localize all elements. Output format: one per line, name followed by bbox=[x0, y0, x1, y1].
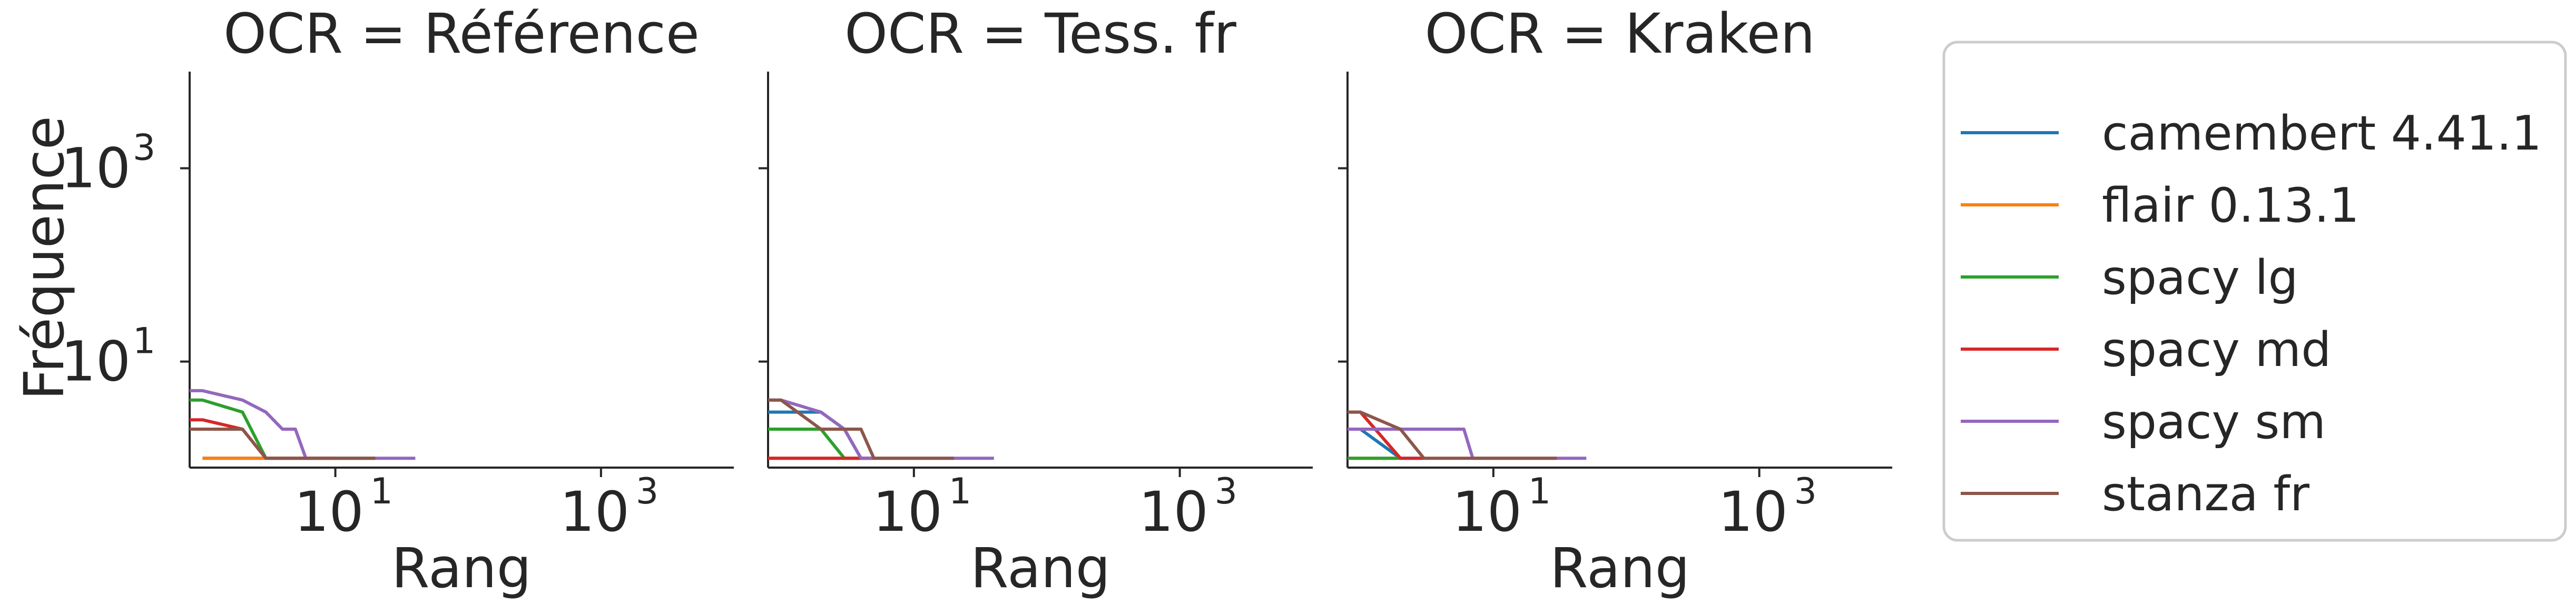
legend: camembert 4.41.1 flair 0.13.1 spacy lg spac… bbox=[1942, 41, 2567, 542]
legend-label: flair 0.13.1 bbox=[2102, 178, 2359, 233]
y-tick-exponent: 1 bbox=[133, 321, 155, 362]
x-axis-label: Rang bbox=[391, 536, 532, 600]
y-tick-label: 10 bbox=[61, 330, 131, 394]
series-line-stanza-fr bbox=[190, 428, 376, 460]
series-line-stanza-fr bbox=[768, 398, 954, 460]
x-tick-label: 10 bbox=[294, 480, 363, 544]
chart-panel-kraken: OCR = Kraken Rang 10 1 10 3 bbox=[1338, 2, 1892, 600]
series-line-spacy-md bbox=[1348, 410, 1424, 460]
chart-panel-reference: OCR = Référence Rang 10 110 110 310 3 bbox=[61, 2, 734, 600]
y-tick-label: 10 bbox=[61, 136, 131, 201]
series-line-spacy-sm bbox=[1348, 428, 1587, 460]
x-tick-exponent: 3 bbox=[1215, 471, 1237, 512]
legend-label: spacy md bbox=[2102, 322, 2331, 378]
x-tick-exponent: 1 bbox=[1528, 471, 1551, 512]
x-axis-label: Rang bbox=[970, 536, 1110, 600]
series-line-stanza-fr bbox=[1348, 410, 1557, 460]
x-tick-exponent: 1 bbox=[949, 471, 971, 512]
chart-panel-tess-fr: OCR = Tess. fr Rang 10 1 10 3 bbox=[759, 2, 1313, 600]
x-tick-exponent: 1 bbox=[370, 471, 393, 512]
x-tick-label: 10 bbox=[1718, 480, 1787, 544]
legend-frame bbox=[1942, 41, 2567, 542]
x-tick-exponent: 3 bbox=[1794, 471, 1817, 512]
x-tick-exponent: 3 bbox=[636, 471, 658, 512]
y-axis-label: Fréquence bbox=[12, 116, 76, 400]
x-tick-label: 10 bbox=[1452, 480, 1522, 544]
y-tick-exponent: 3 bbox=[133, 127, 155, 169]
legend-label: spacy sm bbox=[2102, 394, 2326, 450]
legend-label: spacy lg bbox=[2102, 250, 2298, 305]
legend-label: camembert 4.41.1 bbox=[2102, 106, 2542, 161]
x-tick-label: 10 bbox=[873, 480, 942, 544]
x-tick-label: 10 bbox=[1138, 480, 1208, 544]
panel-title: OCR = Tess. fr bbox=[844, 2, 1236, 66]
x-axis-label: Rang bbox=[1550, 536, 1690, 600]
panel-title: OCR = Référence bbox=[223, 2, 700, 66]
legend-label: stanza fr bbox=[2102, 467, 2309, 522]
x-tick-label: 10 bbox=[560, 480, 630, 544]
panel-title: OCR = Kraken bbox=[1424, 2, 1815, 66]
